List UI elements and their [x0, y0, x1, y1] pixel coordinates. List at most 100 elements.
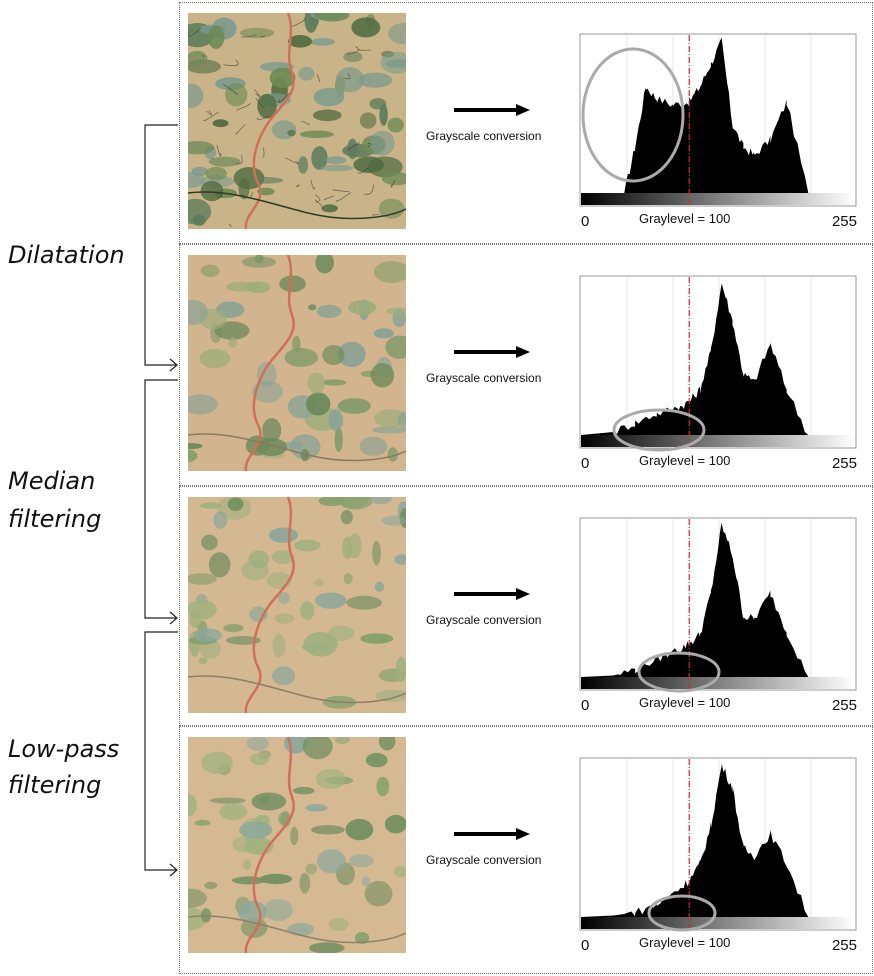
map-contour: [390, 180, 396, 188]
map-patch: [269, 67, 296, 88]
map-patch: [317, 849, 346, 874]
map-patch: [272, 633, 286, 658]
conversion-arrow-icon: [454, 104, 530, 116]
map-patch: [288, 35, 312, 48]
histogram: 0 Graylevel = 100 255: [579, 275, 857, 475]
map-contour: [223, 59, 239, 66]
map-patch: [278, 592, 290, 604]
highlight-circle: [637, 651, 721, 693]
map-patch: [312, 109, 342, 122]
map-patch: [258, 796, 271, 805]
connector-median: [144, 379, 178, 619]
map-patch: [239, 27, 275, 39]
map-contour: [346, 46, 359, 55]
map-patch: [188, 299, 208, 325]
map-patch: [272, 666, 295, 686]
map-patch: [387, 447, 398, 462]
map-patch: [305, 863, 317, 875]
map-patch: [200, 264, 220, 278]
map-contour: [335, 192, 352, 202]
map-patch: [354, 932, 370, 944]
map-patch: [349, 854, 374, 868]
map-patch: [188, 141, 215, 155]
map-patch: [310, 38, 335, 46]
map-patch: [385, 335, 406, 359]
map-contour: [278, 90, 293, 104]
map-patch: [259, 873, 293, 885]
map-patch: [227, 497, 244, 511]
map-patch: [257, 93, 277, 119]
map-image: [188, 737, 406, 953]
map-patch: [201, 534, 218, 551]
map-patch: [249, 752, 270, 766]
map-patch: [378, 737, 396, 751]
map-patch: [303, 632, 338, 657]
map-patch: [269, 527, 298, 543]
map-patch: [223, 624, 244, 633]
map-contour: [235, 155, 243, 165]
histogram-plot: [579, 517, 857, 693]
map-patch: [292, 335, 301, 353]
map-contour: [228, 223, 232, 227]
map-contour: [358, 49, 372, 51]
map-contour: [316, 74, 321, 83]
map-contour: [347, 142, 360, 150]
map-patch: [343, 573, 353, 585]
map-patch: [193, 628, 223, 642]
axis-max-label: 255: [831, 697, 857, 714]
map-patch: [294, 539, 321, 552]
map-patch: [379, 103, 388, 126]
map-patch: [189, 611, 202, 628]
map-contour: [261, 35, 266, 38]
map-patch: [279, 275, 306, 293]
map-patch: [388, 22, 406, 45]
map-contour: [206, 110, 213, 116]
map-contour: [367, 142, 372, 147]
map-patch: [322, 345, 345, 365]
map-patch: [231, 876, 266, 885]
map-patch: [315, 255, 334, 274]
map-contour: [332, 189, 350, 193]
map-patch: [246, 737, 269, 751]
map-patch: [299, 130, 334, 139]
histogram-area: [581, 283, 857, 435]
map-patch: [347, 138, 358, 160]
map-patch: [394, 554, 406, 565]
map-contour: [255, 97, 265, 108]
map-patch: [188, 793, 197, 817]
map-contour: [296, 184, 301, 188]
map-contour: [222, 83, 238, 95]
map-patch: [376, 776, 390, 797]
map-patch: [305, 804, 328, 812]
map-contour: [314, 199, 323, 207]
map-patch: [360, 633, 394, 644]
map-patch: [359, 436, 388, 456]
map-patch: [308, 304, 317, 311]
map-patch: [314, 579, 324, 587]
map-patch: [293, 786, 315, 795]
map-patch: [271, 550, 295, 564]
map-image: [188, 13, 406, 229]
map-patch: [369, 497, 392, 505]
histogram-plot: [579, 33, 857, 207]
map-contour: [257, 115, 270, 121]
axis-max-label: 255: [831, 455, 857, 472]
map-patch: [188, 394, 218, 415]
connector-lowpass: [144, 631, 178, 871]
map-patch: [387, 117, 404, 133]
map-patch: [212, 119, 229, 128]
map-patch: [207, 25, 225, 49]
map-contour: [291, 18, 306, 27]
stage-panel-1: Grayscale conversion 0 Graylevel = 100 2…: [179, 2, 873, 244]
step-label-lowpass-line2: filtering: [8, 771, 102, 799]
map-patch: [299, 872, 311, 894]
map-patch: [334, 427, 343, 452]
map-patch: [359, 112, 377, 129]
map-patch: [249, 606, 268, 622]
highlight-circle: [581, 47, 685, 183]
map-patch: [384, 814, 406, 834]
map-patch: [287, 129, 296, 137]
connector-dilatation: [144, 124, 178, 366]
map-patch: [204, 881, 218, 890]
map-patch: [374, 409, 406, 428]
